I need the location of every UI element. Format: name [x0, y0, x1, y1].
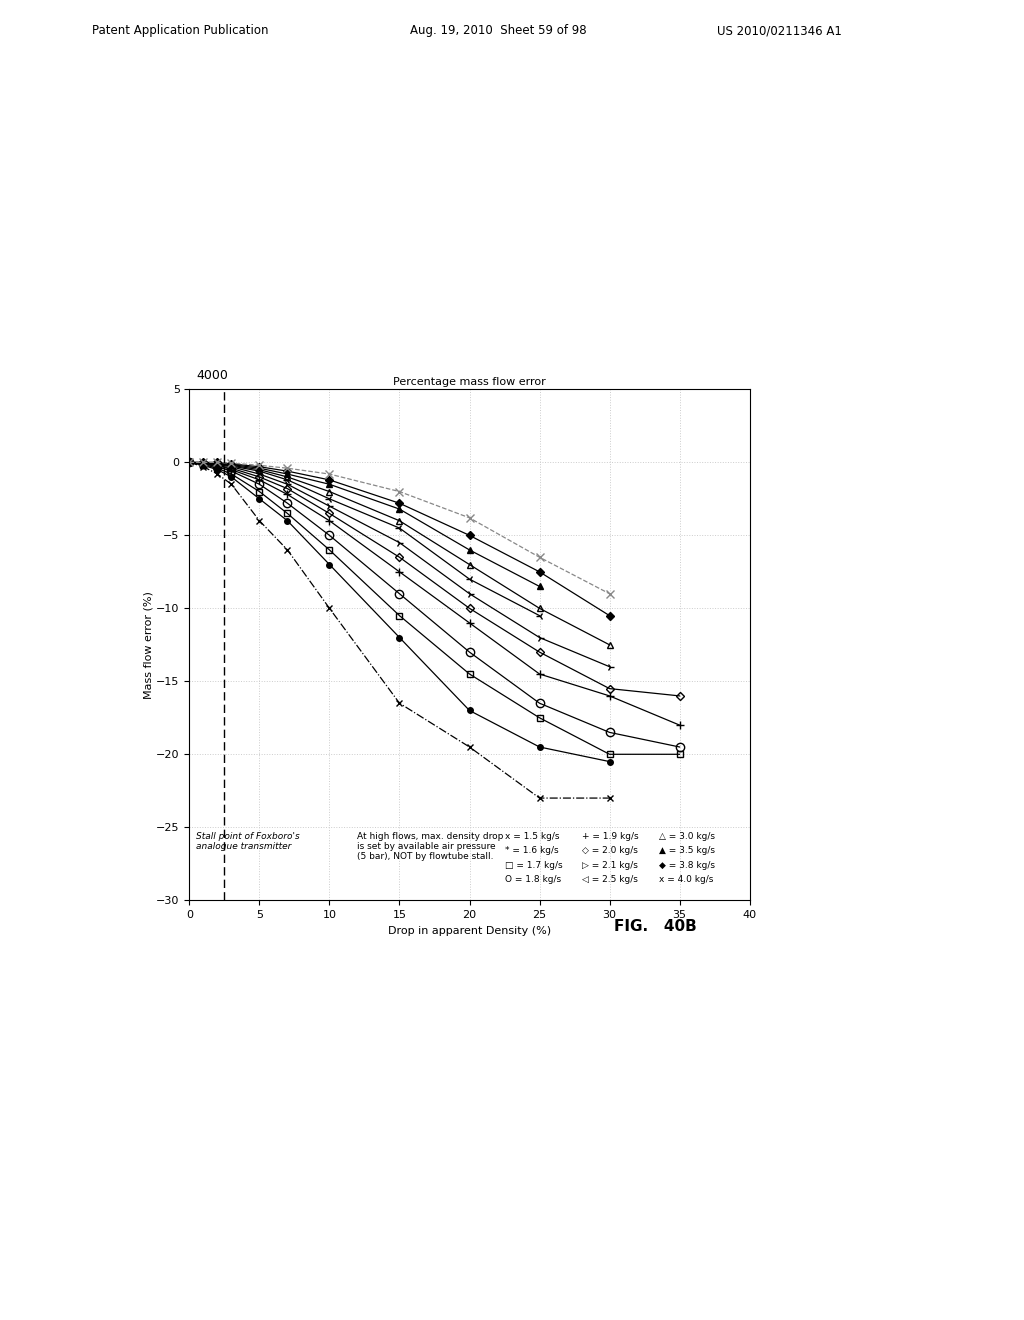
Text: US 2010/0211346 A1: US 2010/0211346 A1: [717, 24, 842, 37]
Text: At high flows, max. density drop
is set by available air pressure
(5 bar), NOT b: At high flows, max. density drop is set …: [357, 832, 504, 862]
Y-axis label: Mass flow error (%): Mass flow error (%): [143, 591, 154, 698]
X-axis label: Drop in apparent Density (%): Drop in apparent Density (%): [388, 925, 551, 936]
Text: Stall point of Foxboro's
analogue transmitter: Stall point of Foxboro's analogue transm…: [197, 832, 300, 851]
Text: Aug. 19, 2010  Sheet 59 of 98: Aug. 19, 2010 Sheet 59 of 98: [410, 24, 586, 37]
Text: □ = 1.7 kg/s: □ = 1.7 kg/s: [505, 861, 562, 870]
Text: Patent Application Publication: Patent Application Publication: [92, 24, 268, 37]
Text: ◇ = 2.0 kg/s: ◇ = 2.0 kg/s: [582, 846, 637, 855]
Text: 4000: 4000: [197, 370, 228, 381]
Text: O = 1.8 kg/s: O = 1.8 kg/s: [505, 875, 560, 884]
Text: △ = 3.0 kg/s: △ = 3.0 kg/s: [658, 832, 715, 841]
Text: * = 1.6 kg/s: * = 1.6 kg/s: [505, 846, 558, 855]
Text: ▷ = 2.1 kg/s: ▷ = 2.1 kg/s: [582, 861, 637, 870]
Text: FIG.   40B: FIG. 40B: [614, 919, 697, 933]
Title: Percentage mass flow error: Percentage mass flow error: [393, 378, 546, 387]
Text: ◆ = 3.8 kg/s: ◆ = 3.8 kg/s: [658, 861, 715, 870]
Text: ◁ = 2.5 kg/s: ◁ = 2.5 kg/s: [582, 875, 637, 884]
Text: x = 4.0 kg/s: x = 4.0 kg/s: [658, 875, 713, 884]
Text: x = 1.5 kg/s: x = 1.5 kg/s: [505, 832, 559, 841]
Text: + = 1.9 kg/s: + = 1.9 kg/s: [582, 832, 638, 841]
Text: ▲ = 3.5 kg/s: ▲ = 3.5 kg/s: [658, 846, 715, 855]
